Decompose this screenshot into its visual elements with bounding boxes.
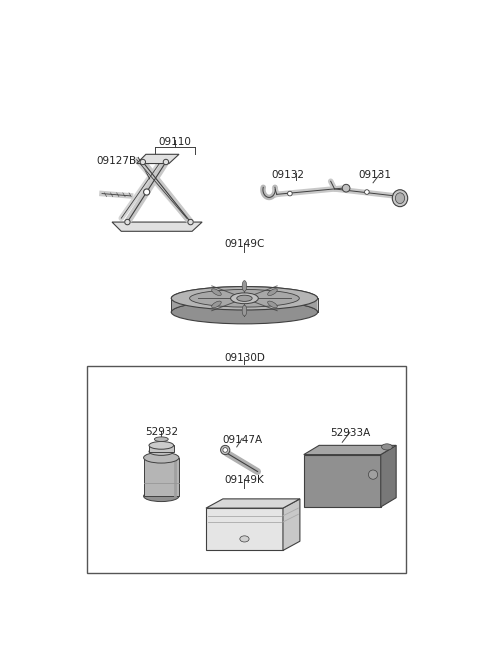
Ellipse shape (242, 306, 247, 316)
Text: 52933A: 52933A (330, 428, 370, 438)
Ellipse shape (230, 293, 258, 304)
Polygon shape (206, 508, 283, 551)
Ellipse shape (149, 447, 174, 455)
Bar (86, 366, 406, 573)
Ellipse shape (240, 536, 249, 542)
Text: 09132: 09132 (272, 170, 305, 180)
Ellipse shape (212, 289, 221, 296)
Text: 09127B: 09127B (96, 156, 137, 166)
Ellipse shape (369, 470, 378, 479)
Text: 09147A: 09147A (222, 434, 262, 445)
Ellipse shape (163, 159, 168, 165)
Ellipse shape (144, 189, 150, 195)
Text: 09149C: 09149C (224, 239, 264, 249)
Ellipse shape (212, 301, 221, 307)
Text: 09149K: 09149K (225, 476, 264, 486)
Ellipse shape (392, 190, 408, 207)
Ellipse shape (237, 295, 252, 302)
Ellipse shape (190, 290, 300, 307)
Ellipse shape (268, 301, 277, 307)
Polygon shape (137, 154, 179, 164)
Text: 09130D: 09130D (224, 353, 265, 363)
Ellipse shape (155, 437, 168, 442)
Polygon shape (304, 455, 381, 507)
Ellipse shape (144, 452, 179, 463)
Ellipse shape (171, 300, 318, 324)
Polygon shape (112, 222, 202, 231)
Ellipse shape (365, 190, 369, 194)
Polygon shape (206, 499, 300, 508)
Text: 52932: 52932 (145, 427, 178, 437)
Text: 09110: 09110 (159, 137, 192, 147)
Ellipse shape (188, 219, 193, 225)
Ellipse shape (268, 289, 277, 296)
Ellipse shape (382, 444, 392, 450)
Polygon shape (149, 445, 174, 451)
Polygon shape (144, 458, 179, 496)
Polygon shape (381, 445, 396, 507)
Text: 09131: 09131 (359, 170, 392, 180)
Ellipse shape (288, 191, 292, 196)
Ellipse shape (342, 185, 350, 192)
Ellipse shape (125, 219, 130, 225)
Ellipse shape (396, 193, 405, 204)
Polygon shape (283, 499, 300, 551)
Polygon shape (171, 286, 318, 312)
Ellipse shape (149, 442, 174, 449)
Ellipse shape (221, 445, 230, 455)
Ellipse shape (144, 491, 179, 501)
Ellipse shape (171, 286, 318, 310)
Polygon shape (304, 445, 396, 455)
Ellipse shape (223, 447, 228, 452)
Ellipse shape (140, 159, 145, 165)
Ellipse shape (242, 281, 247, 292)
